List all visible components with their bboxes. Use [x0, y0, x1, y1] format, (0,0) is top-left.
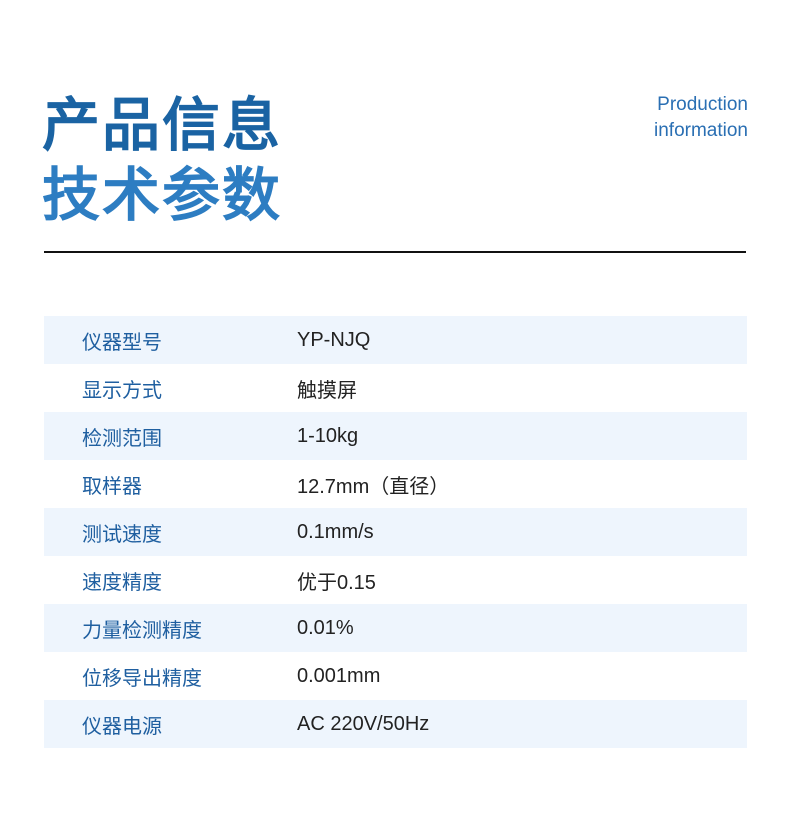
- spec-label: 仪器型号: [82, 329, 162, 354]
- spec-value: 0.1mm/s: [297, 520, 374, 543]
- spec-row: 力量检测精度 0.01%: [44, 604, 747, 652]
- spec-row: 测试速度 0.1mm/s: [44, 508, 747, 556]
- english-subtitle: Production information: [654, 92, 748, 144]
- spec-row: 位移导出精度 0.001mm: [44, 652, 747, 700]
- spec-label: 速度精度: [82, 569, 162, 594]
- spec-value: 0.01%: [297, 616, 354, 639]
- spec-label: 显示方式: [82, 377, 162, 402]
- spec-value: 优于0.15: [297, 571, 376, 594]
- spec-value: 0.001mm: [297, 664, 381, 687]
- spec-table: 仪器型号 YP-NJQ 显示方式 触摸屏检测范围 1-10kg 取样器 12.7mm（直径）…: [44, 316, 747, 748]
- title-tech-params: 技术参数: [42, 161, 283, 229]
- spec-label: 检测范围: [82, 425, 162, 450]
- spec-row: 检测范围 1-10kg: [44, 412, 747, 460]
- spec-row: 显示方式 触摸屏: [44, 364, 747, 412]
- spec-value: 1-10kg: [297, 424, 359, 447]
- spec-value: 触摸屏: [297, 379, 357, 402]
- spec-row: 仪器电源 AC 220V/50Hz: [44, 700, 747, 748]
- title-product-info: 产品信息: [42, 91, 283, 159]
- divider: [44, 251, 746, 253]
- spec-value: YP-NJQ: [297, 328, 371, 351]
- spec-label: 仪器电源: [82, 713, 162, 738]
- spec-label: 位移导出精度: [82, 665, 202, 690]
- spec-row: 取样器 12.7mm（直径）: [44, 460, 747, 508]
- spec-label: 取样器: [82, 473, 142, 498]
- en-line2: information: [654, 120, 748, 141]
- spec-label: 力量检测精度: [82, 617, 202, 642]
- spec-row: 仪器型号 YP-NJQ: [44, 316, 747, 364]
- spec-label: 测试速度: [82, 521, 162, 546]
- en-line1: Production: [657, 94, 748, 115]
- spec-value: AC 220V/50Hz: [297, 712, 430, 735]
- spec-value: 12.7mm（直径）: [297, 475, 450, 498]
- spec-row: 速度精度 优于0.15: [44, 556, 747, 604]
